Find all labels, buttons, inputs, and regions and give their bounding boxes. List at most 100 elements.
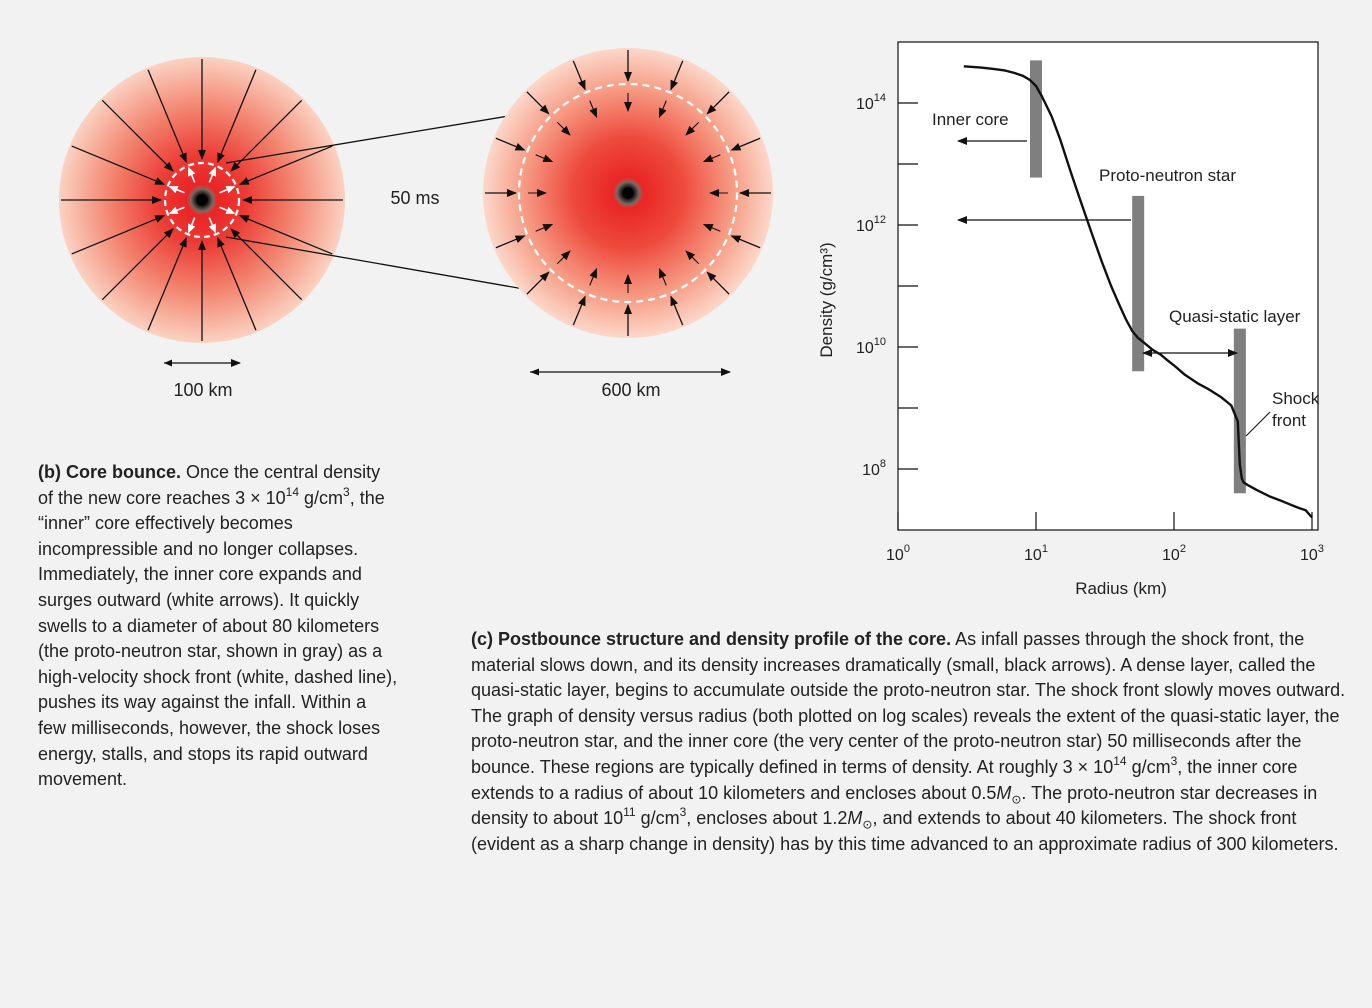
infall-arrow xyxy=(101,99,174,172)
outer-infall-arrow xyxy=(572,295,586,326)
caption-segment: , and extends to about 40 kilometers. Th… xyxy=(471,808,1339,854)
region-bar xyxy=(1233,328,1246,494)
outward-arrow xyxy=(187,166,196,183)
inner-slow-arrow xyxy=(535,154,554,163)
caption-segment: ⊙ xyxy=(1011,792,1022,807)
core-diagrams: 50 ms 100 km 600 km xyxy=(59,48,773,400)
outward-arrow xyxy=(219,185,236,194)
caption-segment: , encloses about 1.2 xyxy=(686,808,848,829)
inner-slow-arrow xyxy=(535,223,554,232)
x-tick-label: 102 xyxy=(1162,543,1186,564)
y-tick-label: 1014 xyxy=(856,92,886,113)
caption-segment: M xyxy=(996,782,1012,803)
caption-heading: (b) Core bounce. xyxy=(38,462,181,482)
label-inner-core: Inner core xyxy=(932,110,1009,129)
x-tick-label: 103 xyxy=(1300,543,1324,564)
outer-infall-arrow xyxy=(730,235,761,249)
inner-slow-arrow xyxy=(556,121,571,136)
scale-bar-600km: 600 km xyxy=(530,368,731,400)
y-tick-label: 1010 xyxy=(856,336,886,357)
infall-arrows xyxy=(61,59,343,341)
shock-front-dashed-circle xyxy=(163,161,241,239)
outer-infall-arrow xyxy=(495,137,526,151)
outer-infall-arrow xyxy=(706,91,730,115)
caption-heading: (c) Postbounce structure and density pro… xyxy=(471,629,952,649)
caption-segment: 3 xyxy=(679,805,687,820)
caption-segment: Once the central density of the new core… xyxy=(38,462,381,508)
outer-infall-arrow xyxy=(670,295,684,326)
caption-segment: 14 xyxy=(285,484,300,499)
outer-infall-arrow xyxy=(526,271,550,295)
caption-segment: 14 xyxy=(1113,753,1127,768)
infall-arrow xyxy=(147,69,187,164)
caption-segment: ⊙ xyxy=(862,817,873,832)
outer-infall-arrow xyxy=(670,60,684,91)
inner-slow-arrow xyxy=(556,250,571,265)
scale-bar-100km: 100 km xyxy=(164,359,241,400)
region-bars xyxy=(1030,60,1246,494)
outer-infall-arrow xyxy=(526,91,550,115)
inner-slow-arrow xyxy=(702,223,721,232)
caption-segment: M xyxy=(847,808,863,829)
infall-arrow xyxy=(101,228,174,301)
y-tick-label: 108 xyxy=(862,458,886,479)
time-label: 50 ms xyxy=(390,188,439,208)
density-curve xyxy=(963,65,1313,519)
outer-infall-arrow xyxy=(730,137,761,151)
inner-core-dot-b xyxy=(622,187,634,199)
infall-arrow xyxy=(147,236,187,331)
caption-core-bounce: (b) Core bounce. Once the central densit… xyxy=(38,460,398,793)
inner-slow-arrow xyxy=(702,154,721,163)
caption-segment: 11 xyxy=(623,805,636,820)
x-tick-label: 101 xyxy=(1024,543,1048,564)
caption-segment: As infall passes through the shock front… xyxy=(471,629,1346,777)
chart-annotations: Inner core Proto-neutron star Quasi-static… xyxy=(932,110,1320,437)
infall-arrow xyxy=(217,69,257,164)
y-axis-label: Density (g/cm³) xyxy=(817,242,836,357)
small-infall-arrows xyxy=(485,50,771,336)
outward-arrow xyxy=(219,206,236,215)
outward-arrow xyxy=(187,217,196,234)
infall-arrow xyxy=(238,145,333,185)
caption-segment: , the “inner” core effectively becomes i… xyxy=(38,487,398,790)
caption-segment: 3 xyxy=(1170,753,1178,768)
postbounce-sphere xyxy=(483,48,773,338)
x-axis-label: Radius (km) xyxy=(1075,579,1167,598)
y-tick-label: 1012 xyxy=(856,214,886,235)
outer-infall-arrow xyxy=(572,60,586,91)
infall-arrow xyxy=(238,215,333,255)
infall-arrow xyxy=(230,99,303,172)
core-bounce-sphere xyxy=(59,57,345,343)
infall-arrow xyxy=(230,228,303,301)
label-proto-neutron-star: Proto-neutron star xyxy=(1099,166,1236,185)
plot-area xyxy=(897,41,1319,531)
label-quasi-static-layer: Quasi-static layer xyxy=(1169,307,1301,326)
shock-front-dashed-circle-b xyxy=(517,82,739,304)
label-shock: Shock xyxy=(1272,389,1320,408)
inner-slow-arrow xyxy=(589,100,598,119)
label-front: front xyxy=(1272,411,1306,430)
outward-arrow xyxy=(208,166,217,183)
region-bar xyxy=(1132,195,1145,372)
caption-segment: 3 xyxy=(343,484,350,499)
scale-label-small: 100 km xyxy=(173,380,232,400)
x-axis-ticks: 100 101 102 103 xyxy=(886,512,1324,564)
outward-arrow xyxy=(208,217,217,234)
inner-slow-arrow xyxy=(658,100,667,119)
inner-slow-arrow xyxy=(685,121,700,136)
caption-segment: g/cm xyxy=(299,487,344,508)
infall-arrow xyxy=(217,236,257,331)
inner-slow-arrow xyxy=(685,250,700,265)
outward-arrow xyxy=(168,206,185,215)
inner-slow-arrow xyxy=(589,267,598,286)
infall-arrow xyxy=(71,145,166,185)
outer-infall-arrow xyxy=(706,271,730,295)
shock-leader-line xyxy=(1245,411,1271,437)
region-bar xyxy=(1030,60,1042,178)
caption-segment: g/cm xyxy=(635,808,680,829)
infall-arrow xyxy=(71,215,166,255)
inner-core-dot xyxy=(196,194,208,206)
caption-postbounce: (c) Postbounce structure and density pro… xyxy=(471,627,1346,857)
x-tick-label: 100 xyxy=(886,543,910,564)
